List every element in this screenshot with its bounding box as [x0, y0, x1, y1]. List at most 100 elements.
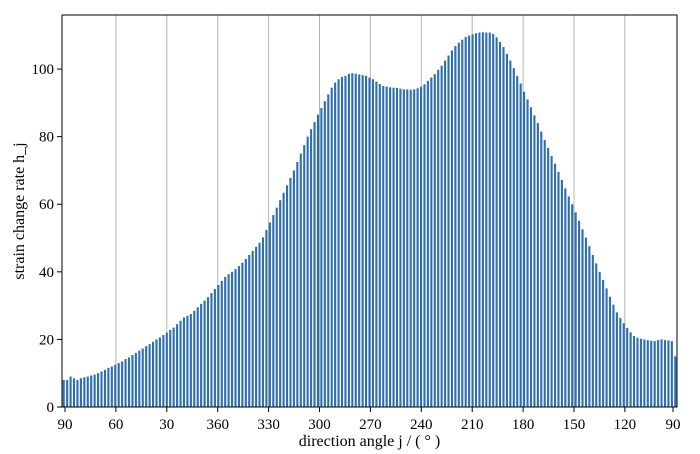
x-tick-label: 330	[257, 417, 280, 433]
bar	[512, 68, 515, 407]
bar	[320, 107, 323, 408]
bar	[567, 196, 570, 407]
bar	[564, 188, 567, 407]
bar	[296, 162, 299, 407]
bar	[639, 338, 642, 407]
bar	[155, 339, 158, 407]
bar	[292, 170, 295, 407]
bar	[220, 280, 223, 407]
bar	[626, 327, 629, 407]
bar	[557, 171, 560, 407]
bar	[90, 375, 93, 407]
bar	[413, 89, 416, 407]
bar	[66, 379, 69, 407]
bar	[382, 85, 385, 407]
bar	[179, 320, 182, 407]
bar	[176, 324, 179, 407]
bar	[450, 50, 454, 407]
bar	[255, 246, 258, 407]
bar	[392, 87, 395, 407]
bar	[327, 94, 330, 407]
bar	[103, 369, 107, 407]
bar	[285, 185, 289, 407]
bar	[196, 307, 199, 407]
y-axis: 0 20 40 60 80 100	[32, 62, 62, 416]
bar	[323, 101, 326, 408]
bar	[371, 79, 374, 408]
y-tick-label: 20	[39, 332, 54, 348]
bar	[653, 341, 656, 407]
bar	[76, 379, 79, 407]
bar	[646, 340, 649, 407]
bar	[523, 91, 526, 408]
x-tick-label: 90	[666, 417, 681, 433]
bar	[389, 87, 392, 407]
bar	[182, 317, 186, 407]
bar	[203, 300, 206, 407]
x-tick-label: 180	[512, 417, 535, 433]
bar	[622, 323, 625, 407]
bar	[402, 89, 405, 407]
bar	[440, 65, 443, 407]
bar	[636, 337, 639, 407]
bar	[560, 179, 563, 407]
bar	[158, 337, 161, 407]
bar	[227, 274, 230, 407]
bar	[124, 359, 127, 407]
bar	[495, 37, 498, 408]
bar	[268, 222, 271, 407]
bar	[598, 271, 601, 407]
bar	[265, 229, 268, 407]
bar	[148, 344, 151, 407]
bar	[471, 34, 474, 407]
bar	[574, 212, 577, 407]
bar	[485, 32, 488, 407]
bar	[282, 192, 285, 407]
bar	[107, 367, 110, 407]
bar	[117, 363, 120, 407]
bar	[206, 297, 210, 407]
bar	[650, 340, 653, 407]
bar	[244, 258, 247, 407]
bar	[584, 237, 588, 407]
bar	[509, 60, 512, 408]
bar	[464, 36, 467, 407]
bar	[457, 42, 460, 408]
y-tick-label: 40	[39, 265, 54, 281]
bar	[217, 285, 220, 407]
bar	[547, 147, 550, 407]
bar	[478, 32, 481, 407]
bar	[72, 378, 76, 407]
bar	[141, 348, 144, 407]
bar	[533, 115, 536, 408]
bar	[241, 262, 244, 407]
plot-frame	[61, 14, 678, 408]
bar	[121, 361, 124, 407]
bar	[193, 310, 196, 407]
bar	[210, 293, 213, 407]
bar	[351, 73, 354, 408]
bar	[337, 79, 340, 408]
bar	[571, 204, 574, 407]
bar	[629, 332, 632, 407]
bar	[310, 129, 313, 407]
bar	[378, 83, 381, 407]
bar	[231, 271, 234, 407]
bar	[595, 263, 598, 407]
x-tick-label: 90	[58, 417, 73, 433]
bar	[62, 379, 65, 407]
bar	[540, 131, 543, 407]
x-tick-label: 150	[563, 417, 586, 433]
bar	[127, 357, 131, 407]
bar	[492, 33, 495, 408]
bar	[365, 75, 368, 407]
bar	[553, 163, 557, 407]
bar	[340, 76, 344, 407]
bar	[186, 315, 189, 407]
bar	[670, 341, 673, 407]
bar	[261, 237, 265, 407]
y-tick-label: 0	[47, 400, 55, 416]
x-tick-label: 60	[108, 417, 123, 433]
bar	[608, 296, 612, 407]
x-tick-label: 240	[410, 417, 433, 433]
